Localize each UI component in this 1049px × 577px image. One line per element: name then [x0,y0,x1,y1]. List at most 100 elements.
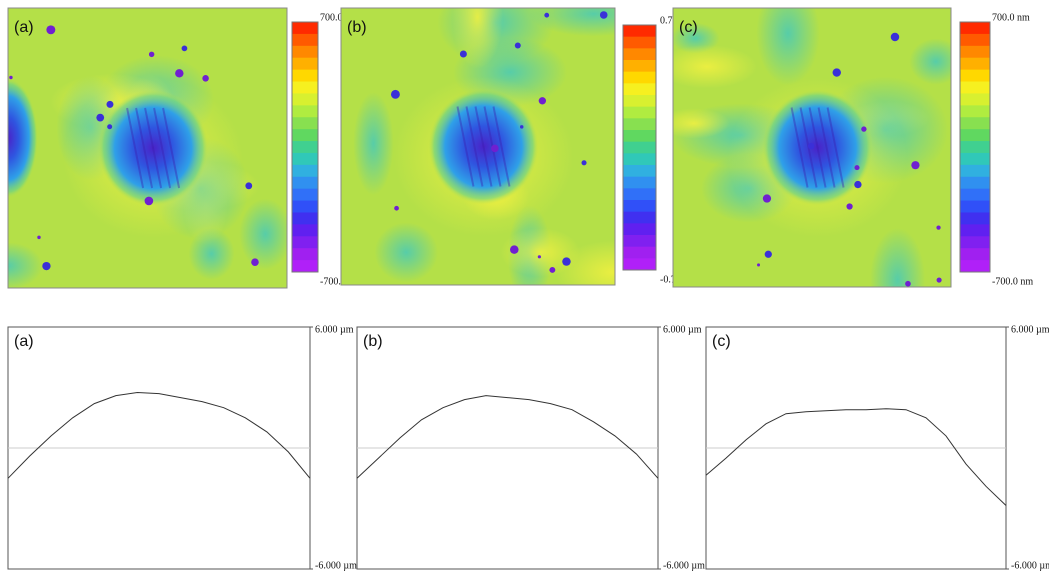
map-pit [890,32,900,42]
map-frame [672,7,952,288]
map-pit [854,180,862,189]
colorbar-band [960,69,990,83]
map-pit [807,142,815,150]
map-pit [757,263,761,267]
indent-spot [428,88,539,205]
profile-line [705,408,1007,506]
chart-title: (c) [712,333,731,350]
colorbar-band [960,260,990,273]
height-map: (a)700.0 nm-700.0 nm [7,7,361,289]
colorbar-band [623,60,656,73]
map-pit [459,50,467,58]
colorbar-band [960,188,990,202]
map-pit [764,250,772,258]
colorbar-band [960,248,990,261]
colorbar-band [623,235,656,248]
map-texture [673,44,758,89]
colorbar-band [292,141,318,154]
colorbar-band [623,48,656,61]
map-pit [861,126,867,132]
colorbar-band [960,176,990,190]
colorbar-band [292,200,318,213]
colorbar-frame [291,21,319,273]
map-pit [936,225,941,230]
map-pit [832,68,841,77]
colorbar-band [623,258,656,271]
indent-stripe [135,107,154,189]
colorbar-band [960,117,990,130]
map-pit [537,255,541,259]
map-texture [909,38,951,85]
map-texture [353,92,394,196]
map-pit [762,194,772,203]
map-pit [581,160,587,166]
chart-title: (b) [363,333,383,350]
colorbar-band [623,211,656,224]
colorbar-band [292,176,318,190]
y-tick-label: -6.000 µm [315,560,357,571]
chart-title: (a) [14,333,34,350]
colorbar-band [623,118,656,131]
colorbar-band [292,105,318,118]
map-texture [673,108,730,139]
map-pit [911,161,920,170]
profile-line [7,391,311,479]
colorbar-band [960,212,990,225]
map-texture [188,227,235,280]
colorbar-band [960,129,990,142]
map-pit [562,257,571,266]
colorbar-frame [959,21,991,273]
colorbar-band [623,246,656,259]
map-image [341,8,615,285]
map-texture [500,227,581,277]
colorbar-band [292,93,318,106]
map-pit [854,165,860,171]
colorbar-band [960,141,990,154]
map-pit [510,245,519,254]
colorbar-band [960,236,990,249]
map-frame [340,7,616,286]
indent-spot [98,90,209,206]
indent-stripe [826,107,845,188]
map-edge-spot [8,78,38,198]
height-map: (b)0.700 µm-0.700 µm [340,7,702,286]
colorbar-band [292,212,318,225]
colorbar-band [623,176,656,189]
colorbar-band [292,248,318,261]
colorbar-band [960,33,990,47]
map-pit [251,258,259,266]
indent-stripe [144,107,163,189]
colorbar-band [623,165,656,178]
map-label: (c) [679,19,698,36]
colorbar-band [623,200,656,213]
indent-stripe [817,107,836,188]
colorbar-band [292,188,318,202]
map-pit [181,45,188,52]
colorbar-band [292,236,318,249]
indent-stripe [808,107,827,188]
map-pit [394,205,399,211]
y-tick-label: -6.000 µm [1011,560,1049,571]
map-pit [46,25,56,35]
map-pit [96,113,105,122]
map-pit [846,203,853,210]
map-pit [245,182,253,190]
map-pit [905,280,911,287]
map-pit [37,235,41,240]
map-pit [202,75,209,82]
colorbar-band [292,117,318,130]
y-tick-label: 6.000 µm [315,324,354,335]
map-pit [148,51,155,58]
colorbar-band [623,153,656,166]
indent-stripe [456,106,475,187]
indent-stripe [790,107,809,188]
map-label: (a) [14,19,34,36]
y-tick-label: 6.000 µm [663,324,702,335]
colorbar-tick-label: 700.0 nm [992,12,1030,23]
colorbar-band [292,260,318,273]
colorbar-band [960,22,990,35]
colorbar-band [292,22,318,35]
map-pit [144,196,154,206]
map-pit [42,261,51,271]
